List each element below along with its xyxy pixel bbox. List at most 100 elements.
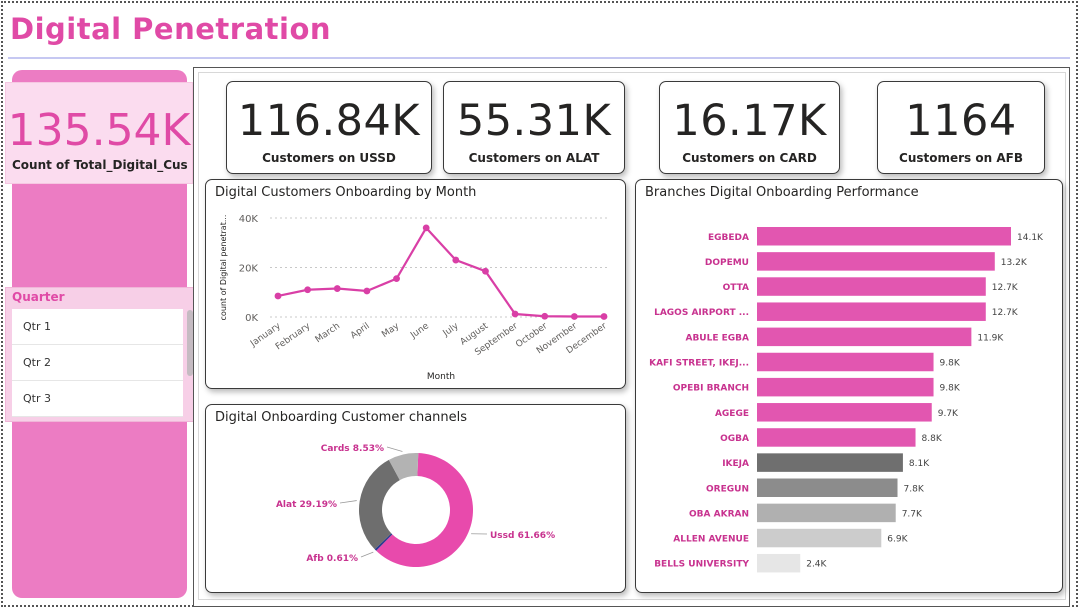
category-label: OBA AKRAN [689, 509, 749, 519]
data-point [393, 275, 400, 283]
x-tick-label: June [408, 321, 431, 341]
data-point [570, 313, 578, 320]
y-tick-label: 20K [239, 264, 259, 275]
channel-donut-chart[interactable]: Digital Onboarding Customer channels Uss… [205, 404, 626, 593]
data-label: 2.4K [806, 560, 827, 570]
bar [757, 453, 903, 472]
data-point [482, 267, 489, 275]
leader-line [339, 500, 357, 504]
data-label: 12.7K [992, 283, 1019, 293]
data-label: 14.1K [1017, 233, 1044, 243]
y-axis-label: count of Digital penetrat... [219, 215, 228, 321]
slice-label: Afb 0.61% [306, 554, 358, 564]
donut-slice [388, 453, 419, 481]
data-label: 7.7K [902, 509, 923, 519]
slice-label: Alat 29.19% [276, 500, 337, 510]
branch-performance-bar-chart[interactable]: Branches Digital Onboarding Performance … [635, 179, 1063, 593]
category-label: KAFI STREET, IKEJ... [649, 359, 749, 369]
bar [757, 352, 934, 372]
data-point [541, 312, 549, 320]
category-label: LAGOS AIRPORT ... [654, 308, 749, 318]
category-label: DOPEMU [705, 258, 749, 268]
leader-line [360, 551, 374, 558]
leader-line [386, 446, 403, 452]
donut-slice [374, 533, 393, 551]
slice-label: Ussd 61.66% [490, 531, 555, 541]
kpi-value: 16.17K [672, 96, 827, 146]
bar [757, 553, 801, 573]
bar-chart-svg: EGBEDA 14.1K DOPEMU 13.2K OTTA 12.7K LAGOS AIR… [649, 227, 1044, 573]
y-tick-label: 40K [239, 214, 259, 225]
kpi-value: 116.84K [237, 96, 421, 146]
line-chart-title: Digital Customers Onboarding by Month [215, 185, 477, 200]
kpi-value: 55.31K [456, 96, 612, 146]
kpi-card-alat[interactable]: 55.31K Customers on ALAT [443, 81, 625, 174]
data-label: 12.7K [992, 308, 1019, 318]
data-label: 11.9K [977, 333, 1004, 343]
data-point [363, 287, 371, 295]
bar-chart-title: Branches Digital Onboarding Performance [645, 185, 919, 200]
kpi-label: Customers on AFB [899, 151, 1023, 165]
data-label: 6.9K [887, 535, 908, 545]
donut-slice [359, 459, 400, 550]
data-point [333, 285, 341, 292]
bar [757, 252, 995, 271]
category-label: ABULE EGBA [685, 333, 749, 343]
bar [757, 528, 882, 548]
x-axis-label: Month [427, 372, 455, 382]
quarter-slicer-list: Qtr 1 Qtr 2 Qtr 3 [12, 309, 183, 417]
bar [757, 302, 986, 321]
category-label: OTTA [723, 283, 749, 293]
donut-slice [376, 453, 474, 567]
data-label: 8.1K [909, 459, 930, 469]
main-report-frame [198, 72, 1066, 600]
kpi-label: Customers on CARD [682, 151, 817, 165]
data-label: 9.7K [938, 409, 959, 419]
bar [757, 503, 896, 523]
donut-chart-title: Digital Onboarding Customer channels [215, 410, 468, 425]
bar [757, 478, 898, 497]
series-line [277, 226, 604, 318]
kpi-label: Customers on ALAT [468, 151, 600, 165]
data-point [452, 256, 460, 264]
total-digital-customers-value: 135.54K [7, 105, 191, 156]
data-label: 13.2K [1001, 258, 1028, 268]
x-tick-label: July [441, 321, 461, 339]
bar [757, 428, 916, 447]
bar [757, 277, 986, 296]
slicer-scrollbar[interactable] [187, 310, 193, 376]
quarter-option[interactable]: Qtr 1 [12, 309, 183, 345]
data-point [600, 313, 608, 320]
monthly-onboarding-line-chart[interactable]: Digital Customers Onboarding by Month 0K… [205, 179, 626, 389]
data-point [274, 292, 282, 300]
quarter-option[interactable]: Qtr 3 [12, 381, 183, 417]
data-point [422, 224, 430, 232]
kpi-card-ussd[interactable]: 116.84K Customers on USSD [226, 81, 432, 174]
category-label: OPEBI BRANCH [673, 384, 749, 394]
data-label: 9.8K [940, 384, 961, 394]
bar [757, 227, 1011, 246]
bar [757, 403, 932, 422]
bar [757, 377, 934, 397]
total-digital-customers-label: Count of Total_Digital_Cus... [12, 158, 188, 172]
data-label: 8.8K [922, 434, 943, 444]
kpi-card-card[interactable]: 16.17K Customers on CARD [659, 81, 840, 174]
quarter-slicer-title: Quarter [12, 290, 65, 304]
kpi-card-afb[interactable]: 1164 Customers on AFB [877, 81, 1045, 174]
category-label: AGEGE [715, 409, 749, 419]
quarter-option[interactable]: Qtr 2 [12, 345, 183, 381]
category-label: BELLS UNIVERSITY [654, 560, 749, 570]
title-divider [8, 57, 1070, 59]
data-label: 7.8K [904, 484, 925, 494]
data-label: 9.8K [940, 359, 961, 369]
data-point [304, 286, 312, 294]
quarter-slicer: Quarter Qtr 1 Qtr 2 Qtr 3 [5, 287, 195, 422]
bar [757, 327, 972, 347]
x-tick-label: March [314, 321, 342, 345]
kpi-value: 1164 [905, 96, 1017, 146]
kpi-label: Customers on USSD [262, 151, 396, 165]
category-label: OGBA [720, 434, 749, 444]
total-digital-customers-card[interactable]: 135.54K Count of Total_Digital_Cus... [5, 82, 193, 184]
page-title: Digital Penetration [10, 12, 332, 46]
